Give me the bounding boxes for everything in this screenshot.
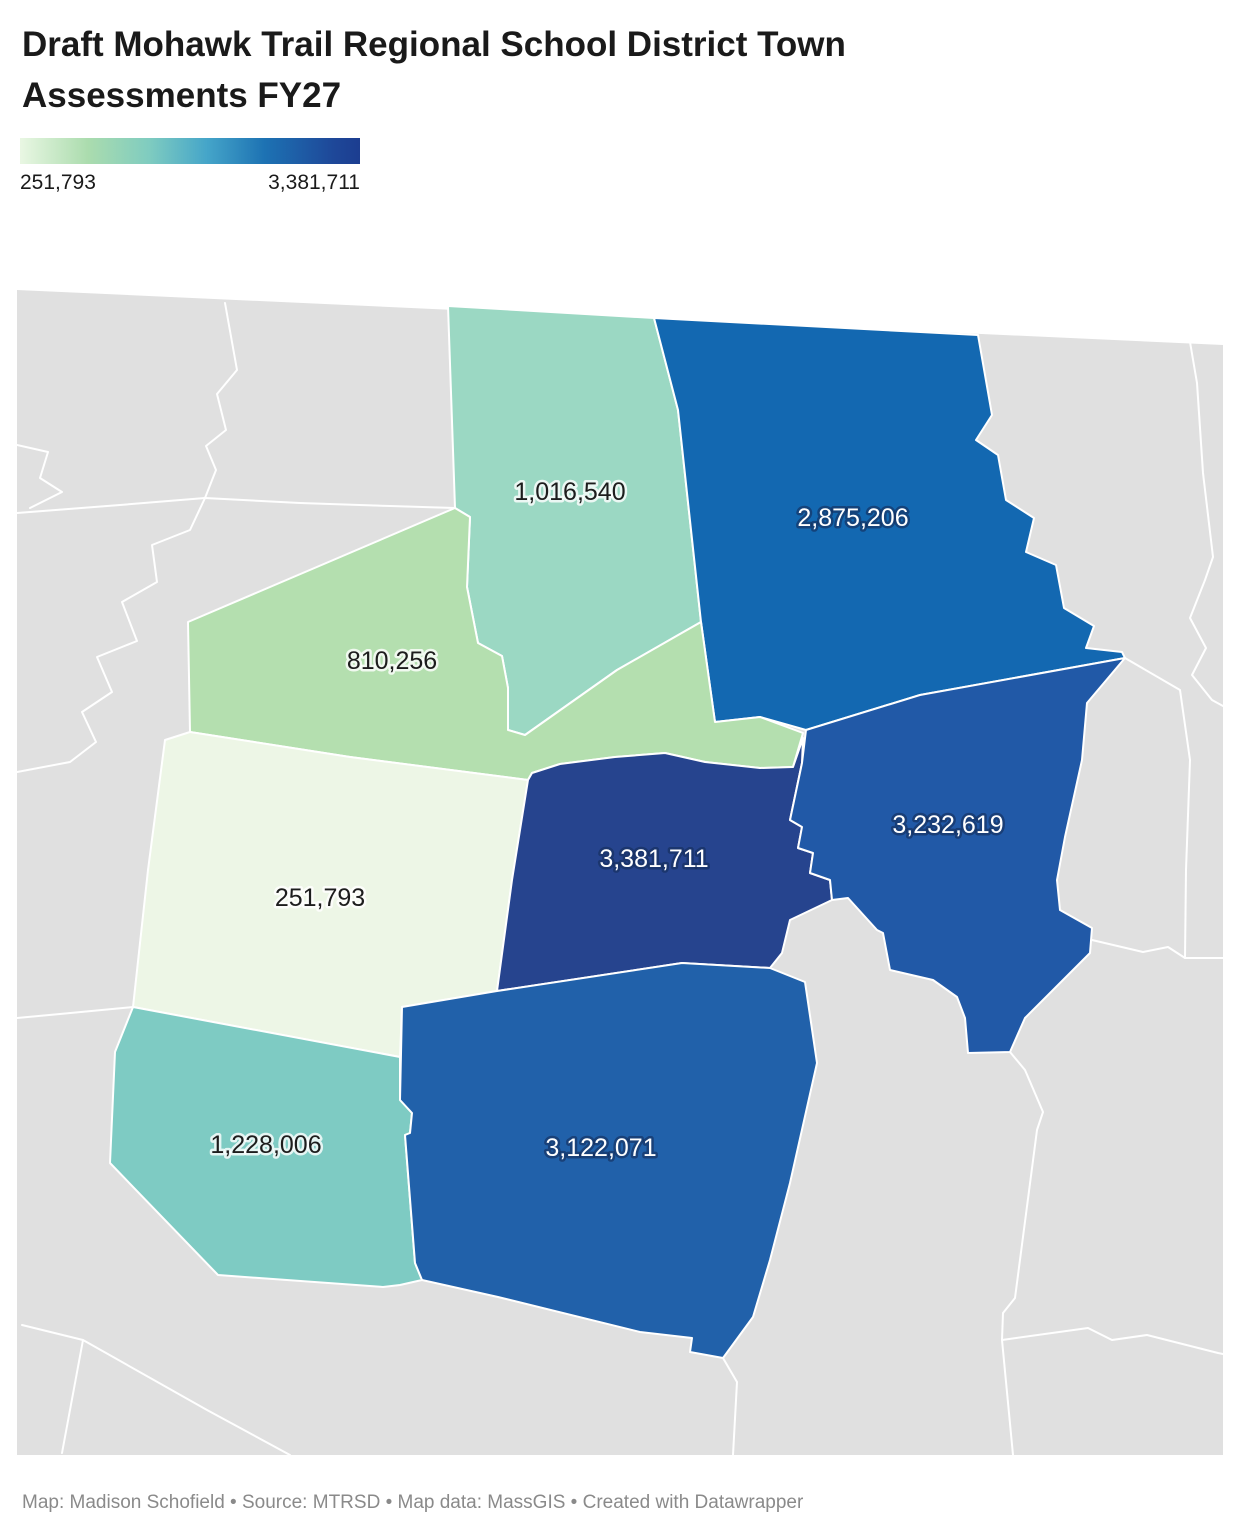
region-value-labels: 1,016,540 2,875,206 810,256 251,793 3,38…	[208, 476, 1006, 1165]
town-boundary-line	[204, 302, 238, 499]
town-boundary-line	[17, 1006, 134, 1019]
color-legend: 251,793 3,381,711	[20, 138, 360, 195]
page-title: Draft Mohawk Trail Regional School Distr…	[22, 25, 846, 115]
town-boundary-line	[1091, 939, 1223, 959]
town-boundary-line	[722, 1357, 738, 1455]
town-boundary-line	[17, 497, 206, 773]
credits-footer: Map: Madison Schofield • Source: MTRSD •…	[22, 1492, 804, 1513]
region-label-1228006: 1,228,006	[210, 1131, 321, 1159]
legend-labels: 251,793 3,381,711	[20, 171, 360, 195]
town-boundary-line	[17, 444, 63, 509]
town-boundary-line	[1001, 1327, 1223, 1355]
town-boundary-line	[82, 1339, 291, 1455]
region-label-3232619: 3,232,619	[892, 811, 1003, 839]
neighbor-town-boundaries	[17, 302, 1223, 1455]
town-boundary-line	[17, 497, 456, 514]
town-boundary-line	[1001, 1051, 1044, 1455]
region-label-810256: 810,256	[347, 647, 437, 675]
region-label-1016540: 1,016,540	[514, 478, 625, 506]
region-3122071[interactable]	[399, 962, 818, 1359]
region-label-3381711: 3,381,711	[599, 845, 708, 873]
region-label-251793: 251,793	[275, 884, 365, 912]
town-boundary-line	[1189, 341, 1223, 707]
region-label-3122071: 3,122,071	[545, 1134, 656, 1162]
region-3232619[interactable]	[789, 657, 1126, 1054]
legend-min-label: 251,793	[20, 171, 96, 194]
choropleth-map: 1,016,540 2,875,206 810,256 251,793 3,38…	[17, 290, 1223, 1455]
legend-gradient-bar	[20, 138, 360, 164]
region-label-2875206: 2,875,206	[797, 504, 908, 532]
town-boundary-line	[1124, 657, 1191, 959]
legend-max-label: 3,381,711	[268, 171, 360, 194]
district-regions	[109, 305, 1126, 1359]
